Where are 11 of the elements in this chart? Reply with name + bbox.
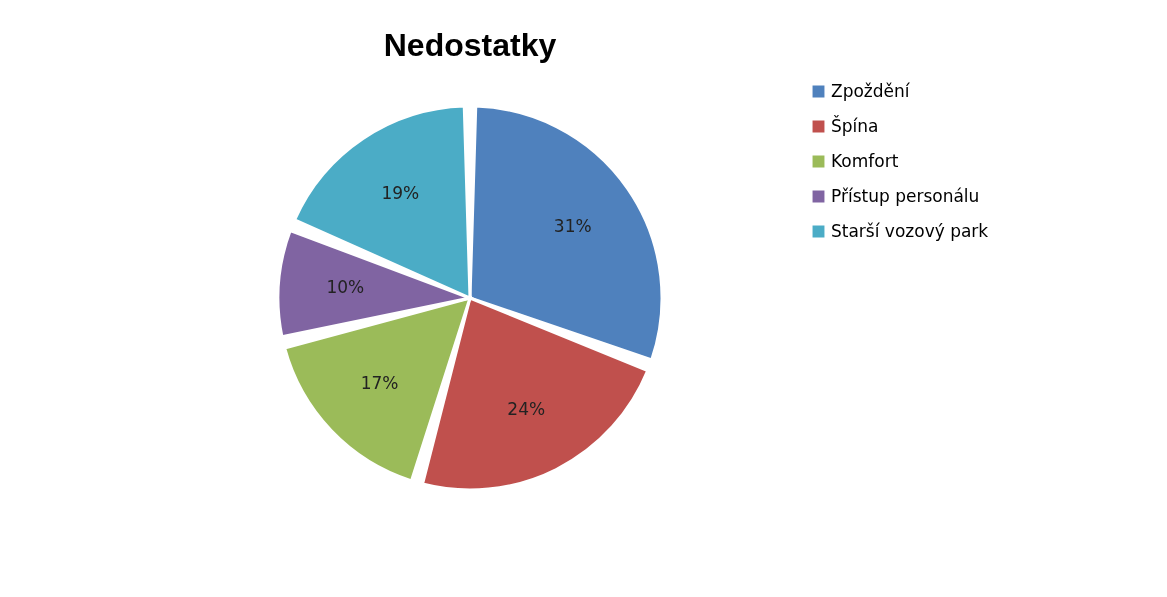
legend-label: Přístup personálu [831, 185, 980, 206]
legend-label: Zpoždění [831, 80, 911, 101]
data-label: 19% [381, 183, 420, 204]
data-label: 10% [326, 277, 365, 298]
legend-label: Špína [831, 114, 879, 136]
chart-title: Nedostatky [383, 27, 557, 63]
legend-label: Komfort [831, 150, 899, 171]
data-label: 17% [360, 373, 399, 394]
legend-label: Starší vozový park [831, 220, 989, 241]
data-label: 31% [553, 215, 592, 236]
data-label: 24% [507, 398, 546, 419]
